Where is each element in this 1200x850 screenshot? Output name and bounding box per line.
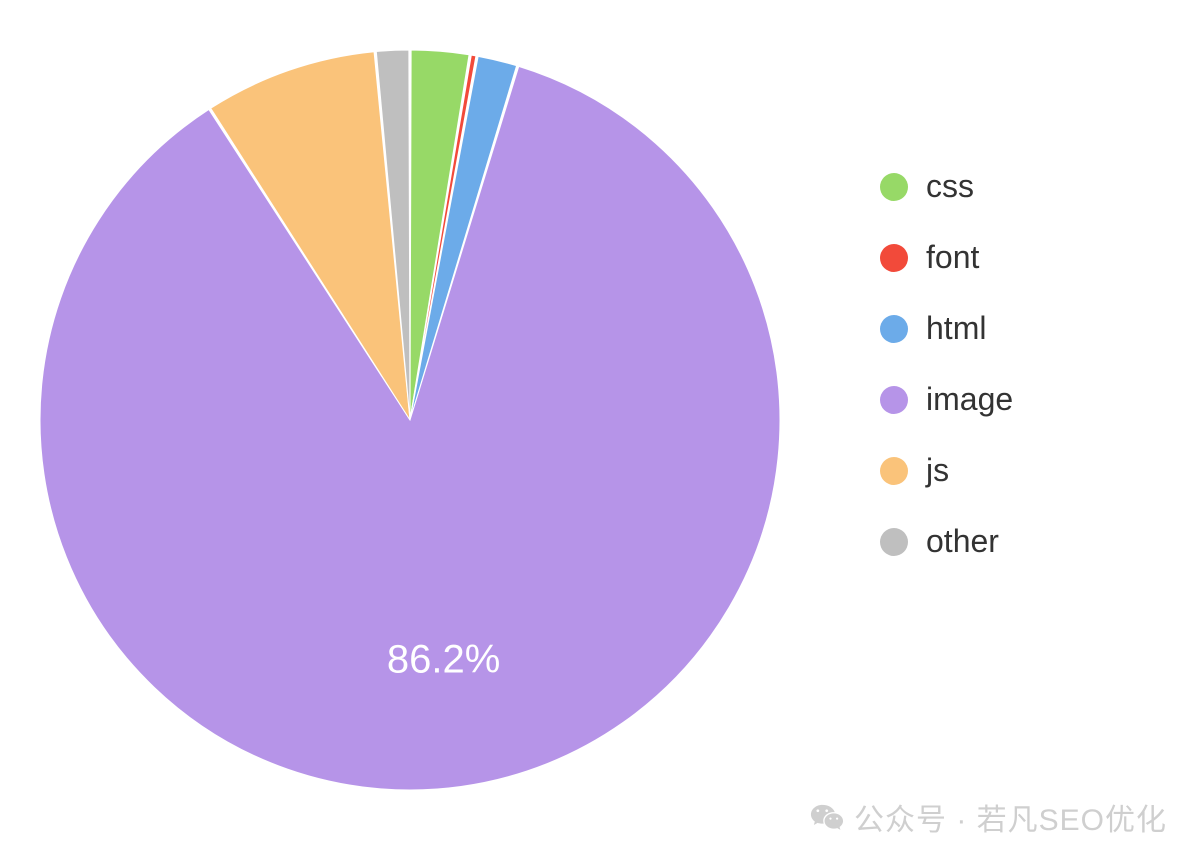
legend-item-image[interactable]: image: [880, 381, 1013, 418]
legend-item-html[interactable]: html: [880, 310, 1013, 347]
legend-label-js: js: [926, 452, 949, 489]
legend-swatch-html: [880, 315, 908, 343]
pie-chart: 86.2%: [36, 46, 784, 799]
legend-swatch-other: [880, 528, 908, 556]
legend: css font html image js other: [880, 168, 1013, 560]
chart-stage: 86.2% css font html image js other 公众号 · 若凡SE…: [0, 0, 1200, 850]
legend-label-other: other: [926, 523, 999, 560]
watermark-text: 公众号 · 若凡SEO优化: [854, 795, 1167, 839]
legend-item-other[interactable]: other: [880, 523, 1013, 560]
legend-label-html: html: [926, 310, 986, 347]
legend-swatch-image: [880, 386, 908, 414]
legend-item-font[interactable]: font: [880, 239, 1013, 276]
legend-swatch-js: [880, 457, 908, 485]
legend-swatch-css: [880, 173, 908, 201]
legend-item-js[interactable]: js: [880, 452, 1013, 489]
pie-slice-image[interactable]: [40, 66, 780, 790]
pie-svg: 86.2%: [36, 46, 784, 794]
legend-label-image: image: [926, 381, 1013, 418]
wechat-icon: [810, 803, 844, 831]
legend-label-font: font: [926, 239, 979, 276]
legend-swatch-font: [880, 244, 908, 272]
watermark: 公众号 · 若凡SEO优化: [810, 795, 1167, 839]
pie-slice-label-image: 86.2%: [387, 637, 500, 681]
legend-label-css: css: [926, 168, 974, 205]
legend-item-css[interactable]: css: [880, 168, 1013, 205]
